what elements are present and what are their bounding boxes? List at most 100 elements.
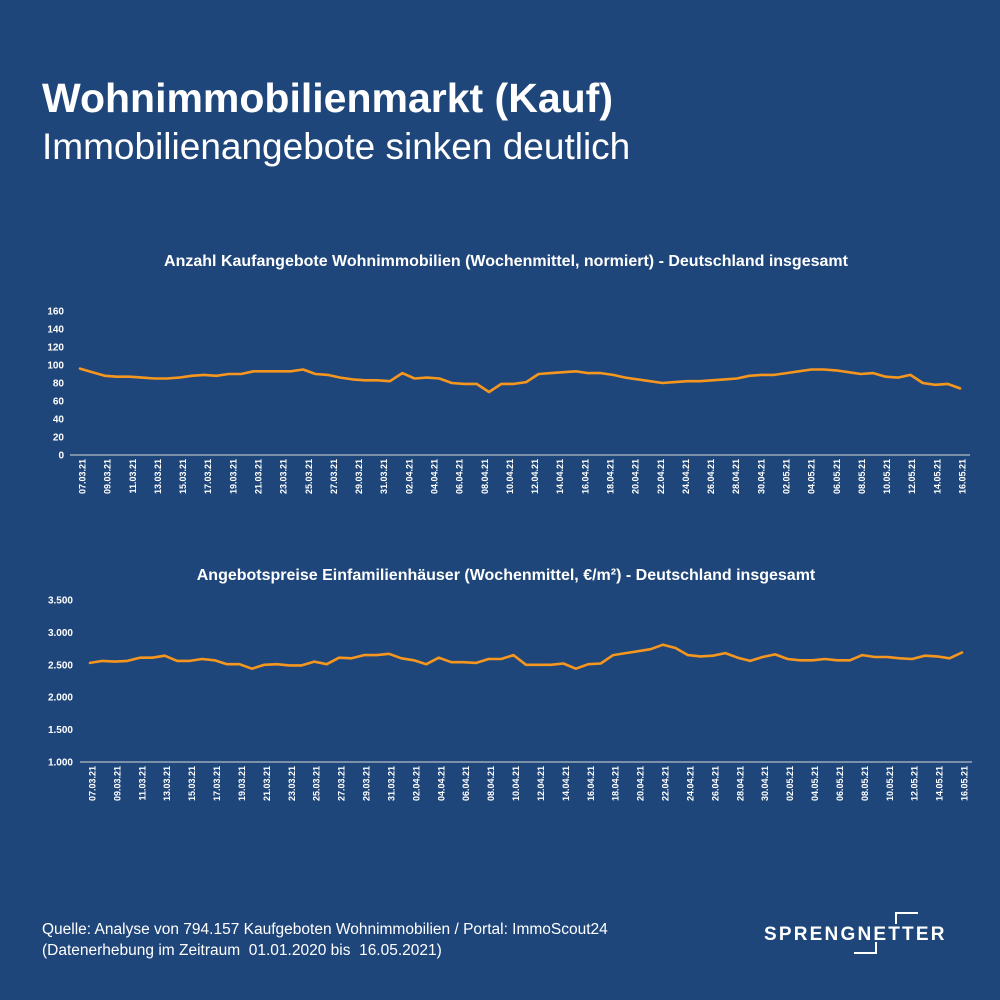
chart1-x-tick-label: 04.04.21 <box>430 459 440 494</box>
chart2-x-tick-label: 23.03.21 <box>287 766 297 801</box>
chart2-x-tick-label: 04.05.21 <box>810 766 820 801</box>
chart1-x-tick-label: 04.05.21 <box>807 459 817 494</box>
source-line-1: Quelle: Analyse von 794.157 Kaufgeboten … <box>42 921 608 938</box>
chart2-series-line <box>88 643 964 670</box>
logo-wordmark: SPRENGNETTER <box>764 924 947 945</box>
chart2-x-tick-label: 28.04.21 <box>735 766 745 801</box>
chart2-x-tick-label: 10.04.21 <box>511 766 521 801</box>
chart1-x-tick-label: 07.03.21 <box>78 459 88 494</box>
chart1-y-tick-label: 60 <box>53 397 65 408</box>
chart1-y-tick-label: 160 <box>47 307 64 318</box>
chart2-x-tick-label: 31.03.21 <box>386 766 396 801</box>
chart2-x-tick-label: 07.03.21 <box>88 766 98 801</box>
chart1-x-tick-label: 24.04.21 <box>681 459 691 494</box>
chart1-x-tick-label: 28.04.21 <box>731 459 741 494</box>
chart1-title: Anzahl Kaufangebote Wohnimmobilien (Woch… <box>164 253 848 270</box>
chart1-x-tick-label: 20.04.21 <box>631 459 641 494</box>
chart1-x-tick-label: 02.05.21 <box>782 459 792 494</box>
chart1-x-tick-label: 10.05.21 <box>882 459 892 494</box>
chart2-x-tick-label: 08.05.21 <box>860 766 870 801</box>
chart2-x-tick-label: 04.04.21 <box>436 766 446 801</box>
chart1-x-tick-label: 06.04.21 <box>455 459 465 494</box>
chart2-x-tick-label: 10.05.21 <box>885 766 895 801</box>
chart2-y-tick-label: 1.500 <box>48 725 73 736</box>
chart2-y-tick-label: 2.500 <box>48 660 73 671</box>
chart2-x-tick-label: 30.04.21 <box>760 766 770 801</box>
chart1-series-line <box>78 367 962 394</box>
sprengnetter-bracket-logo-icon <box>854 912 918 954</box>
chart1-x-tick-label: 21.03.21 <box>254 459 264 494</box>
source-line-2: (Datenerhebung im Zeitraum 01.01.2020 bi… <box>42 942 442 959</box>
chart1-offers-count: 0 20 40 60 80 100 120 140 160 07.03.21 09.03.21 11.… <box>47 307 970 494</box>
chart1-x-tick-label: 26.04.21 <box>706 459 716 494</box>
chart2-x-tick-label: 16.05.21 <box>960 766 970 801</box>
chart1-x-tick-label: 17.03.21 <box>203 459 213 494</box>
chart1-x-tick-label: 08.04.21 <box>480 459 490 494</box>
chart1-y-tick-label: 120 <box>47 343 64 354</box>
chart1-x-tick-label: 08.05.21 <box>857 459 867 494</box>
chart1-y-tick-label: 100 <box>47 361 64 372</box>
chart1-x-tick-label: 06.05.21 <box>832 459 842 494</box>
chart2-x-tick-label: 12.04.21 <box>536 766 546 801</box>
chart2-title: Angebotspreise Einfamilienhäuser (Wochen… <box>196 567 816 584</box>
chart2-x-tick-label: 13.03.21 <box>162 766 172 801</box>
chart1-x-tick-label: 29.03.21 <box>354 459 364 494</box>
chart1-x-tick-label: 23.03.21 <box>279 459 289 494</box>
chart1-x-tick-label: 22.04.21 <box>656 459 666 494</box>
chart2-x-tick-label: 25.03.21 <box>312 766 322 801</box>
page-title: Wohnimmobilienmarkt (Kauf) <box>42 75 613 121</box>
chart2-y-tick-label: 2.000 <box>48 693 73 704</box>
chart1-x-tick-label: 12.05.21 <box>907 459 917 494</box>
chart2-x-tick-label: 24.04.21 <box>685 766 695 801</box>
chart2-y-tick-label: 1.000 <box>48 758 73 769</box>
sprengnetter-logo: SPRENGNETTER <box>756 910 956 956</box>
chart1-y-tick-label: 20 <box>53 433 65 444</box>
chart1-x-tick-label: 14.04.21 <box>555 459 565 494</box>
chart2-x-tick-label: 08.04.21 <box>486 766 496 801</box>
chart1-y-tick-label: 40 <box>53 415 65 426</box>
chart1-x-tick-label: 30.04.21 <box>756 459 766 494</box>
chart1-x-tick-label: 31.03.21 <box>379 459 389 494</box>
chart1-x-tick-label: 27.03.21 <box>329 459 339 494</box>
chart2-x-tick-label: 15.03.21 <box>187 766 197 801</box>
chart1-x-tick-label: 18.04.21 <box>606 459 616 494</box>
page-subtitle: Immobilienangebote sinken deutlich <box>42 126 631 167</box>
chart1-x-tick-label: 13.03.21 <box>153 459 163 494</box>
chart1-x-tick-label: 15.03.21 <box>178 459 188 494</box>
chart2-x-tick-label: 06.04.21 <box>461 766 471 801</box>
chart2-x-tick-label: 11.03.21 <box>137 766 147 801</box>
chart1-x-tick-label: 10.04.21 <box>505 459 515 494</box>
chart1-x-tick-label: 19.03.21 <box>228 459 238 494</box>
chart2-y-tick-label: 3.500 <box>48 596 73 607</box>
chart1-x-tick-label: 09.03.21 <box>103 459 113 494</box>
chart2-x-tick-label: 22.04.21 <box>661 766 671 801</box>
chart2-x-tick-label: 02.05.21 <box>785 766 795 801</box>
chart2-x-tick-label: 26.04.21 <box>710 766 720 801</box>
chart2-x-tick-label: 06.05.21 <box>835 766 845 801</box>
chart2-x-tick-label: 19.03.21 <box>237 766 247 801</box>
chart2-x-tick-label: 16.04.21 <box>586 766 596 801</box>
chart2-x-tick-label: 02.04.21 <box>411 766 421 801</box>
chart2-x-tick-label: 12.05.21 <box>910 766 920 801</box>
chart2-x-tick-label: 18.04.21 <box>611 766 621 801</box>
chart1-x-tick-label: 02.04.21 <box>404 459 414 494</box>
chart2-x-tick-label: 09.03.21 <box>112 766 122 801</box>
chart1-y-tick-label: 80 <box>53 379 65 390</box>
chart2-x-tick-label: 27.03.21 <box>337 766 347 801</box>
chart2-house-prices: 1.000 1.500 2.000 2.500 3.000 3.500 07.03.21 09… <box>48 596 972 801</box>
chart1-x-tick-label: 14.05.21 <box>932 459 942 494</box>
chart1-x-tick-label: 25.03.21 <box>304 459 314 494</box>
chart1-x-tick-label: 16.04.21 <box>580 459 590 494</box>
chart2-y-tick-label: 3.000 <box>48 628 73 639</box>
chart2-x-tick-label: 14.05.21 <box>935 766 945 801</box>
chart1-x-tick-label: 11.03.21 <box>128 459 138 494</box>
chart2-x-tick-label: 14.04.21 <box>561 766 571 801</box>
chart2-x-tick-label: 29.03.21 <box>362 766 372 801</box>
chart1-x-tick-label: 16.05.21 <box>958 459 968 494</box>
chart1-y-tick-label: 0 <box>58 451 64 462</box>
chart2-x-tick-label: 20.04.21 <box>636 766 646 801</box>
chart1-y-tick-label: 140 <box>47 325 64 336</box>
chart2-x-tick-label: 17.03.21 <box>212 766 222 801</box>
chart2-x-tick-label: 21.03.21 <box>262 766 272 801</box>
chart1-x-tick-label: 12.04.21 <box>530 459 540 494</box>
